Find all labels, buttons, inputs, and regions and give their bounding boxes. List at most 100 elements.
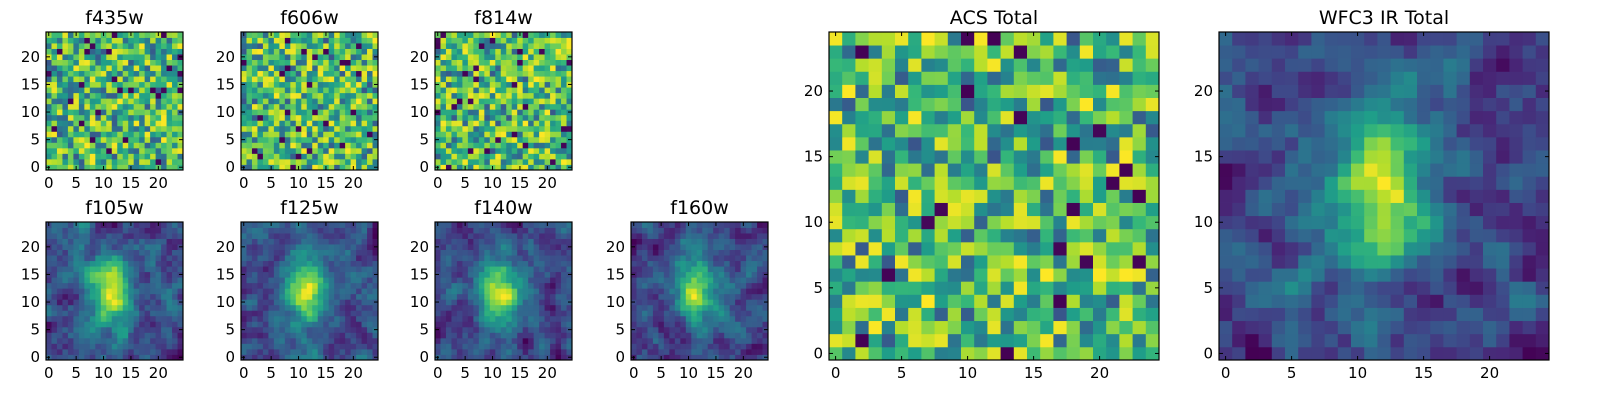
- heatmap-cell: [339, 142, 346, 149]
- heatmap-cell: [484, 244, 491, 250]
- heatmap-cell: [517, 131, 524, 138]
- heatmap-cell: [328, 321, 335, 328]
- heatmap-cell: [544, 81, 551, 88]
- heatmap-cell: [290, 244, 297, 250]
- heatmap-cell: [306, 282, 313, 289]
- heatmap-cell: [663, 277, 670, 284]
- heatmap-cell: [317, 109, 324, 116]
- heatmap-cell: [51, 136, 58, 143]
- y-tick-label: 0: [225, 348, 235, 366]
- heatmap-cell: [257, 244, 264, 250]
- heatmap-cell: [735, 337, 741, 344]
- heatmap-cell: [73, 120, 80, 127]
- heatmap-cell: [339, 153, 346, 160]
- heatmap-cell: [566, 114, 573, 121]
- heatmap-cell: [177, 32, 184, 38]
- heatmap-cell: [139, 125, 146, 132]
- heatmap-cell: [751, 326, 758, 333]
- heatmap-cell: [1040, 189, 1054, 203]
- heatmap-cell: [84, 310, 91, 317]
- y-tick-label: 0: [615, 348, 625, 366]
- heatmap-cell: [641, 315, 648, 322]
- heatmap-cell: [462, 321, 469, 328]
- heatmap-cell: [295, 103, 302, 110]
- heatmap-cell: [467, 114, 474, 121]
- heatmap-cell: [522, 114, 529, 121]
- heatmap-cell: [334, 103, 341, 110]
- heatmap-cell: [279, 65, 286, 72]
- heatmap-cell: [440, 120, 447, 127]
- heatmap-cell: [246, 153, 253, 160]
- heatmap-cell: [685, 266, 692, 273]
- heatmap-cell: [334, 326, 341, 333]
- heatmap-cell: [467, 153, 474, 160]
- heatmap-cell: [133, 37, 140, 44]
- heatmap-cell: [128, 266, 135, 273]
- panel-title: f606w: [280, 7, 339, 29]
- heatmap-cell: [987, 228, 1001, 243]
- heatmap-cell: [539, 337, 545, 344]
- heatmap-cell: [166, 164, 173, 171]
- heatmap-cell: [345, 310, 351, 317]
- heatmap-cell: [456, 282, 463, 289]
- heatmap-cell: [908, 268, 922, 282]
- heatmap-cell: [251, 164, 258, 171]
- heatmap-cell: [539, 120, 545, 127]
- heatmap-cell: [842, 215, 856, 230]
- heatmap-cell: [345, 92, 351, 99]
- heatmap-cell: [751, 227, 758, 234]
- heatmap-cell: [1027, 150, 1041, 164]
- heatmap-cell: [663, 321, 670, 328]
- heatmap-cell: [1000, 202, 1015, 217]
- heatmap-cell: [680, 288, 687, 295]
- heatmap-cell: [762, 332, 769, 339]
- x-tick-label: 15: [706, 364, 725, 382]
- heatmap-cell: [111, 43, 118, 49]
- heatmap-cell: [533, 304, 540, 311]
- heatmap-cell: [150, 142, 156, 149]
- heatmap-cell: [367, 158, 373, 165]
- heatmap-cell: [533, 65, 540, 72]
- heatmap-cell: [306, 81, 313, 88]
- heatmap-cell: [312, 81, 319, 88]
- heatmap-cell: [707, 227, 714, 234]
- heatmap-cell: [528, 332, 535, 339]
- heatmap-cell: [106, 332, 113, 339]
- heatmap-cell: [150, 43, 156, 49]
- heatmap-cell: [1145, 294, 1160, 308]
- heatmap-cell: [881, 215, 896, 230]
- heatmap-cell: [707, 343, 714, 350]
- heatmap-cell: [78, 249, 85, 256]
- heatmap-cell: [740, 249, 747, 256]
- heatmap-cell: [478, 233, 485, 239]
- heatmap-cell: [273, 158, 280, 165]
- heatmap-cell: [172, 326, 178, 333]
- heatmap-cell: [1106, 241, 1120, 256]
- heatmap-cell: [658, 315, 665, 322]
- heatmap-cell: [440, 109, 447, 116]
- heatmap-cell: [350, 103, 357, 110]
- heatmap-cell: [652, 255, 659, 262]
- heatmap-cell: [251, 288, 258, 295]
- heatmap-cell: [106, 109, 113, 116]
- heatmap-cell: [757, 255, 763, 262]
- heatmap-cell: [1106, 294, 1120, 308]
- heatmap-cell: [78, 136, 85, 143]
- heatmap-cell: [139, 321, 146, 328]
- heatmap-cell: [696, 266, 703, 273]
- heatmap-cell: [73, 81, 80, 88]
- heatmap-cell: [273, 282, 280, 289]
- heatmap-cell: [367, 136, 373, 143]
- heatmap-cell: [500, 153, 507, 160]
- heatmap-cell: [691, 238, 698, 245]
- heatmap-cell: [484, 120, 491, 127]
- heatmap-cell: [528, 87, 535, 94]
- heatmap-cell: [268, 109, 275, 116]
- heatmap-cell: [172, 103, 178, 110]
- heatmap-cell: [161, 65, 167, 72]
- heatmap-cell: [339, 227, 346, 234]
- heatmap-cell: [533, 92, 540, 99]
- heatmap-cell: [51, 142, 58, 149]
- heatmap-cell: [100, 131, 107, 138]
- heatmap-cell: [78, 142, 85, 149]
